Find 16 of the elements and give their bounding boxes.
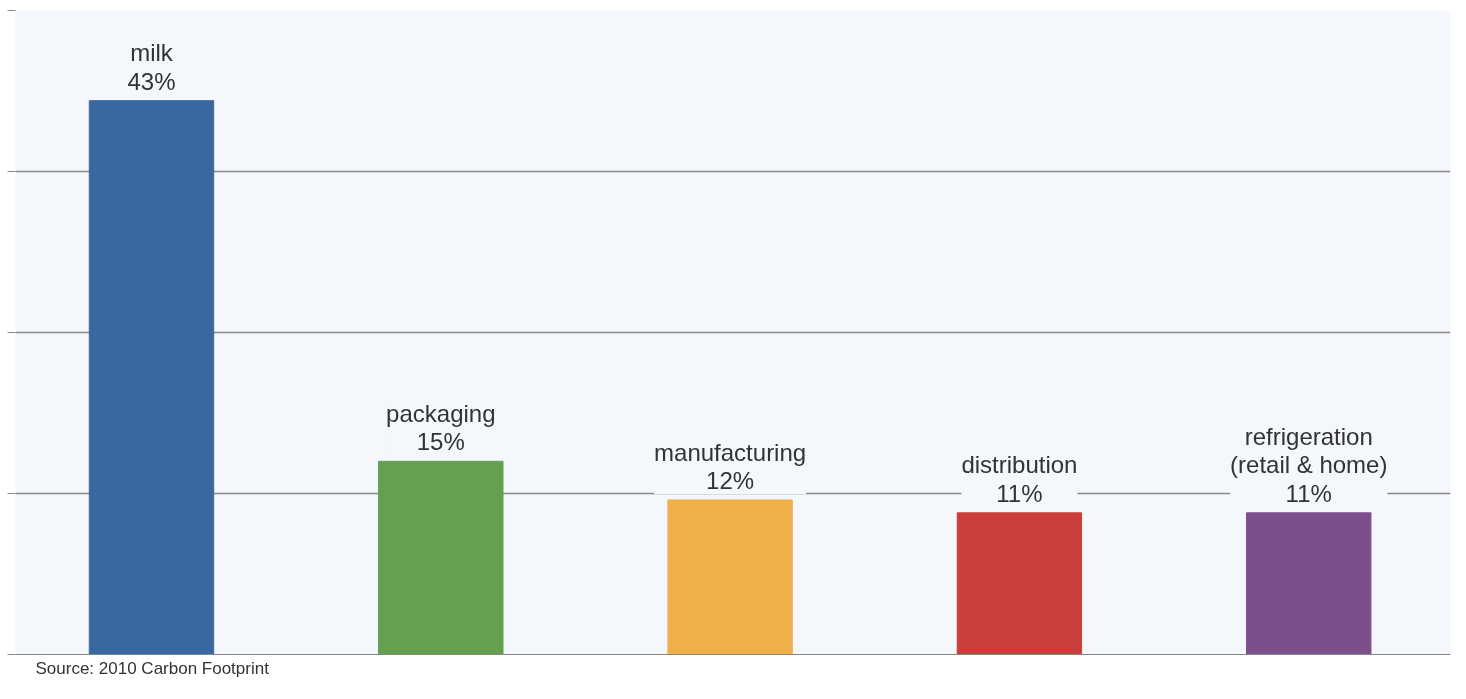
bar [88,100,215,655]
data-label: 43% [127,67,176,95]
bar [956,512,1083,655]
x-tick-label: refrigeration (retail & home) [1230,423,1388,479]
x-tick-label: packaging [386,399,496,427]
x-tick-label: milk [130,39,174,67]
data-label: 11% [1285,479,1332,507]
bar [1246,512,1372,655]
x-tick-label: distribution [961,451,1078,479]
bar [378,460,504,655]
data-label: 12% [706,466,755,494]
data-label: 15% [416,428,465,456]
source-note: Source: 2010 Carbon Footprint [35,658,270,678]
x-tick-label: manufacturing [654,438,807,466]
data-label: 11% [996,479,1043,507]
bar [667,499,793,655]
